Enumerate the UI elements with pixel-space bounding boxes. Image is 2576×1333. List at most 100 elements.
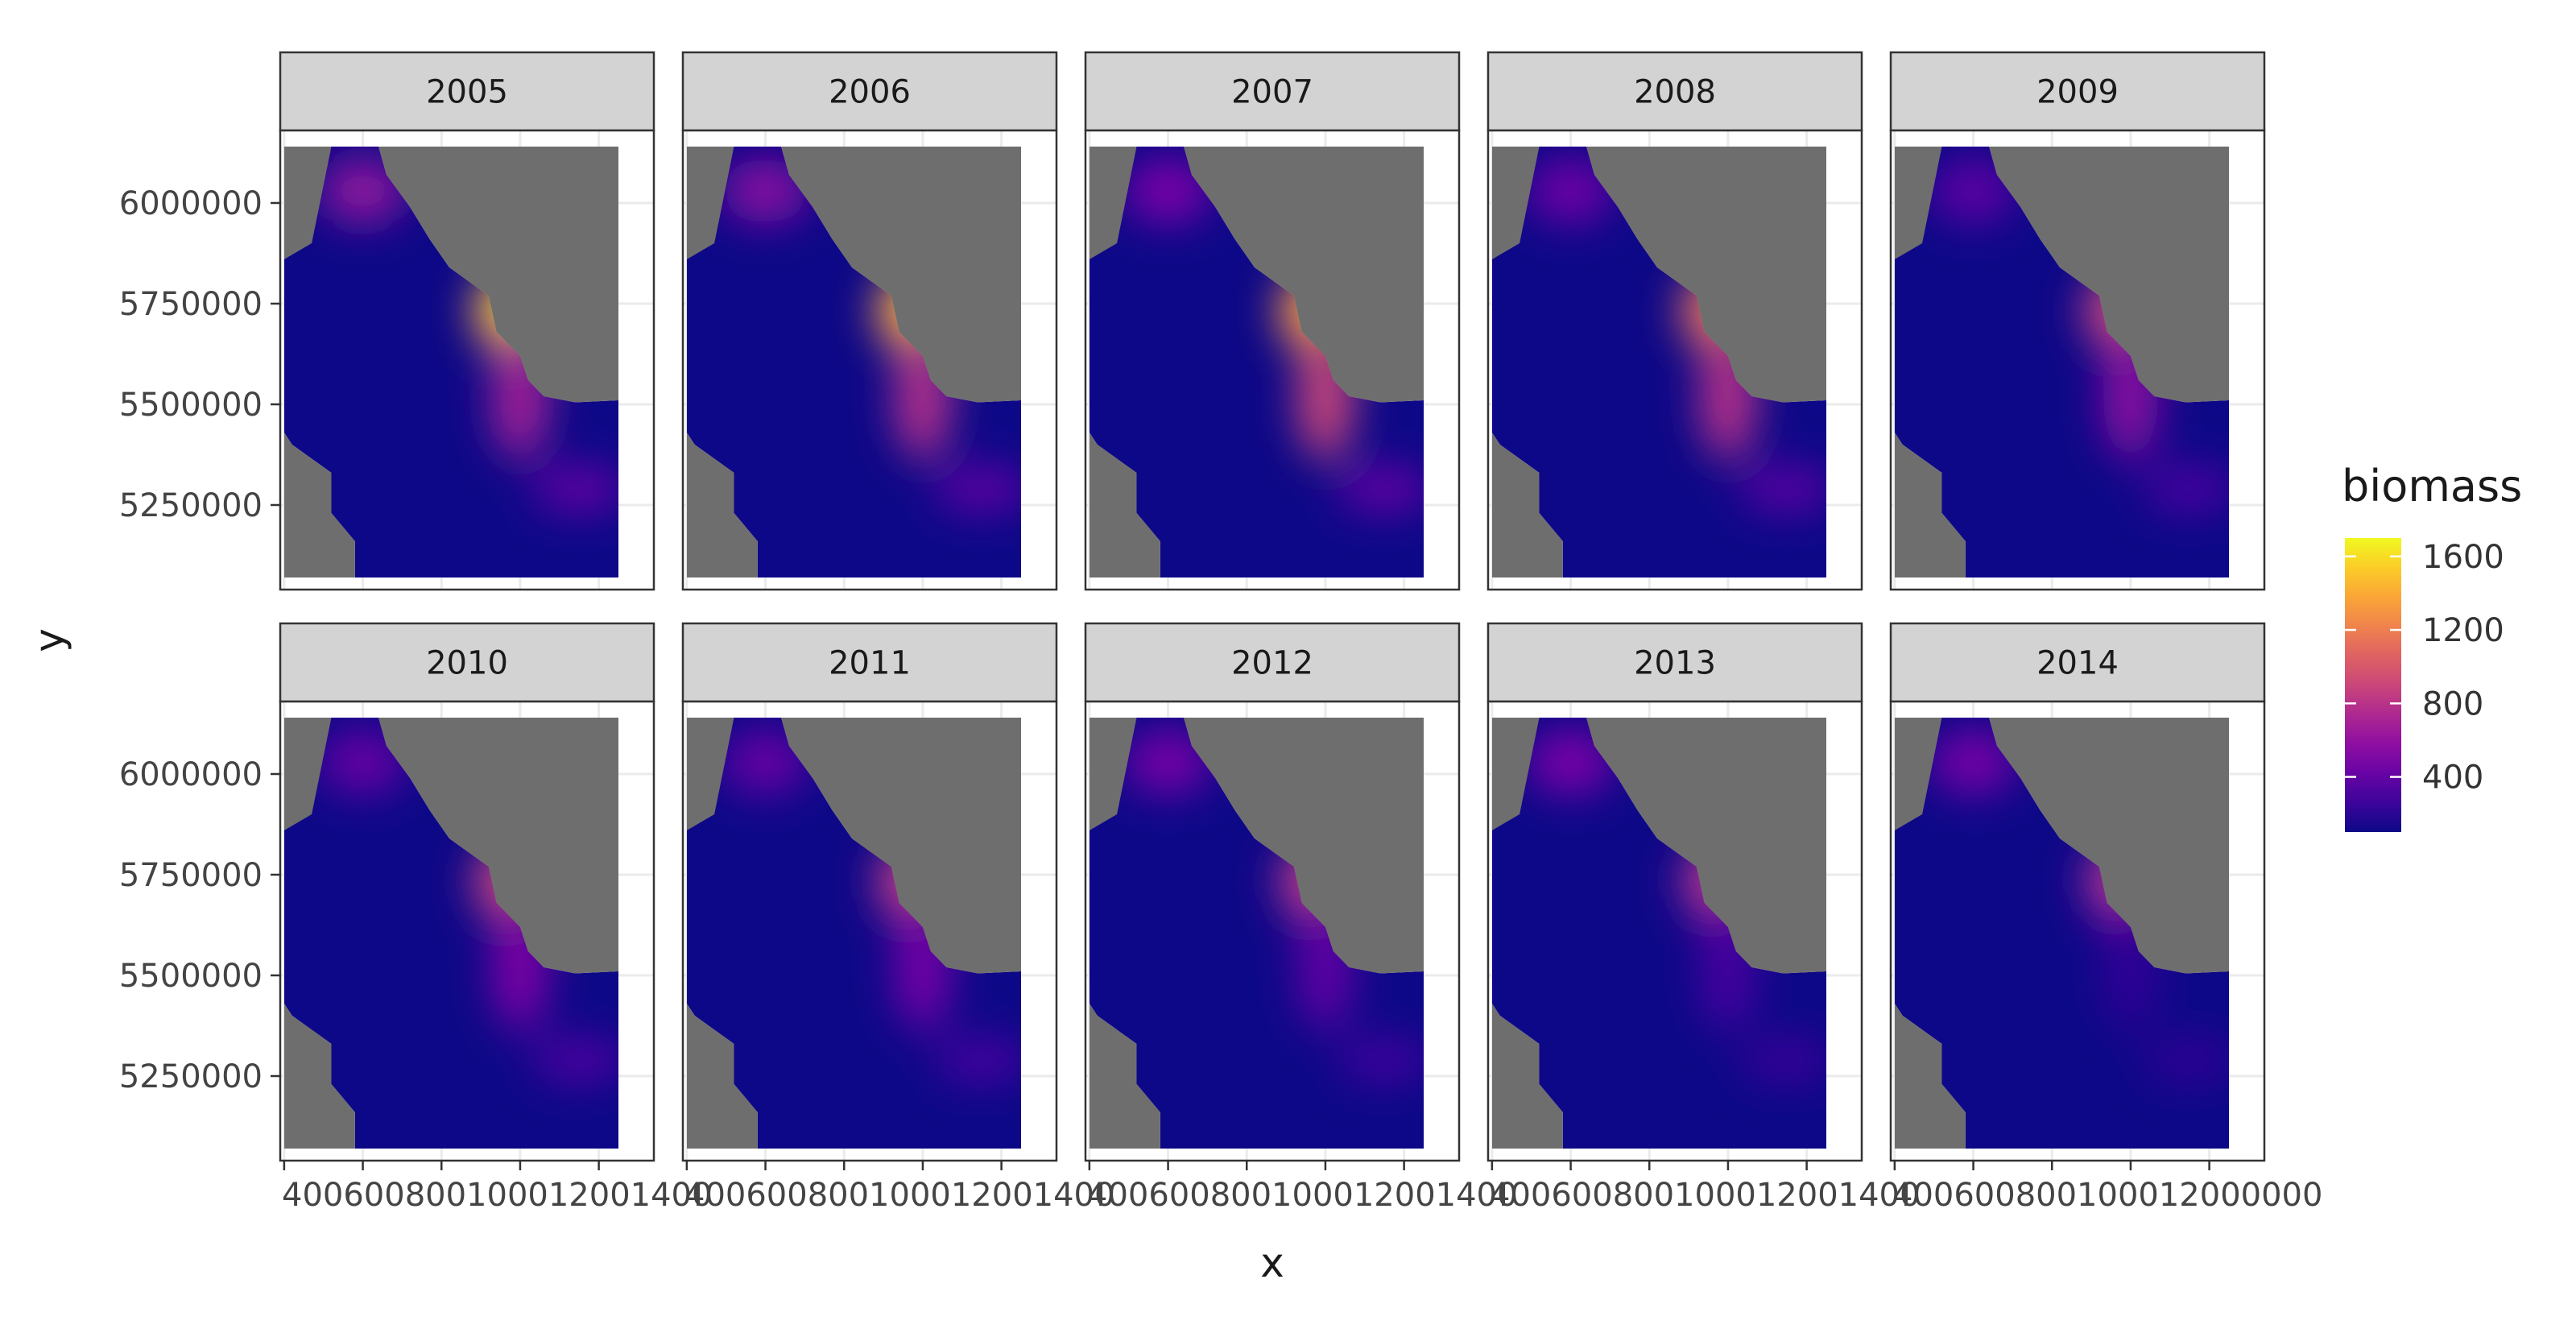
southeast-hotspot	[1739, 466, 1827, 511]
facet-strip	[1889, 51, 2266, 132]
sea-area	[686, 718, 1021, 1149]
land-mask	[378, 147, 618, 403]
land-mask	[1089, 433, 1160, 577]
southeast-hotspot	[934, 1037, 1022, 1083]
southeast-hotspot	[2142, 466, 2230, 511]
sea-area	[1089, 718, 1424, 1149]
land-mask	[283, 433, 355, 577]
panel-border	[1889, 129, 2266, 591]
legend-title: biomass	[2342, 461, 2522, 511]
x-tick-label-run: 400600800100012001400	[282, 1177, 712, 1214]
facet-panel-2014: 2014	[1889, 622, 2266, 1162]
southeast-hotspot	[1739, 1037, 1827, 1083]
facet-strip-label: 2005	[426, 74, 508, 111]
facet-strip-label: 2006	[829, 74, 911, 111]
legend-tick-label: 1600	[2422, 539, 2504, 576]
north-hotspot	[1929, 159, 2017, 223]
facet-strip	[279, 51, 655, 132]
y-tick-label: 5750000	[119, 286, 263, 323]
facet-strip-label: 2012	[1231, 645, 1313, 682]
land-mask	[686, 1004, 758, 1149]
facet-strip-label: 2013	[1634, 645, 1716, 682]
facet-panel-2011: 2011	[681, 622, 1058, 1162]
facet-strip	[681, 622, 1058, 703]
legend-tick-label: 800	[2422, 685, 2483, 722]
legend-tick-label: 400	[2422, 760, 2483, 797]
land-mask	[1586, 147, 1826, 403]
x-axis: 4006008001000120014004006008001000120014…	[282, 1161, 2322, 1214]
facet-panel-2008: 2008	[1486, 51, 1863, 591]
facet-panel-2010: 2010	[279, 622, 655, 1162]
land-mask	[1586, 718, 1826, 974]
land-mask	[1894, 147, 1942, 259]
facet-strip-label: 2008	[1634, 74, 1716, 111]
southeast-hotspot	[2142, 1037, 2230, 1083]
legend-tick-label: 1200	[2422, 612, 2504, 649]
facet-strip-label: 2007	[1231, 74, 1313, 111]
sea-area	[1089, 147, 1424, 577]
land-mask	[1089, 718, 1137, 830]
x-axis-title: x	[1260, 1240, 1284, 1286]
southeast-hotspot	[531, 1037, 619, 1083]
y-tick-label: 5750000	[119, 857, 263, 894]
panel-border	[279, 700, 655, 1162]
north-hotspot	[1527, 730, 1615, 794]
y-tick-label: 5500000	[119, 387, 263, 424]
land-mask	[378, 718, 618, 974]
north-hotspot	[1124, 730, 1212, 794]
southeast-hotspot	[531, 466, 619, 511]
y-axis: 5250000 5500000 5750000 6000000 5250000 55000…	[119, 185, 280, 1095]
southeast-hotspot	[934, 466, 1022, 511]
facet-strip-label: 2009	[2036, 74, 2119, 111]
sea-area	[283, 718, 618, 1149]
sea-area	[1491, 718, 1826, 1149]
biomass-field	[283, 718, 619, 1149]
north-hotspot	[722, 730, 809, 794]
facet-strip-label: 2011	[829, 645, 911, 682]
facet-panel-2006: 2006	[681, 51, 1058, 591]
biomass-field	[686, 718, 1022, 1149]
y-axis-title: y	[26, 628, 72, 652]
sea-area	[283, 147, 618, 577]
sea-area	[1491, 147, 1826, 577]
land-mask	[1491, 718, 1540, 830]
land-mask	[1491, 147, 1540, 259]
facet-panel-2012: 2012	[1084, 622, 1461, 1162]
panel-border	[279, 129, 655, 591]
biomass-field	[1491, 147, 1827, 577]
southeast-hotspot	[1337, 466, 1424, 511]
facet-strip	[1486, 622, 1863, 703]
biomass-field	[686, 147, 1022, 577]
sea-area	[1894, 718, 2229, 1149]
land-mask	[283, 718, 332, 830]
land-mask	[1491, 1004, 1563, 1149]
north-hotspot	[319, 159, 407, 223]
land-mask	[1184, 147, 1424, 403]
land-mask	[686, 147, 734, 259]
facet-panel-2013: 2013	[1486, 622, 1863, 1162]
biomass-field	[283, 147, 619, 577]
x-tick-label-run: 400600800100012001400	[684, 1177, 1114, 1214]
biomass-field	[1894, 718, 2230, 1149]
panel-border	[681, 700, 1058, 1162]
north-hotspot	[722, 159, 809, 223]
legend: biomass 400 800 1200 1600	[2342, 461, 2522, 832]
north-hotspot	[319, 730, 407, 794]
x-tick-label-run: 400600800100012001400	[1490, 1177, 1920, 1214]
sea-area	[1894, 147, 2229, 577]
biomass-field	[1491, 718, 1827, 1149]
land-mask	[1894, 1004, 1966, 1149]
land-mask	[1491, 433, 1563, 577]
land-mask	[686, 718, 734, 830]
y-tick-label: 5500000	[119, 958, 263, 995]
land-mask	[1089, 1004, 1160, 1149]
biomass-field	[1089, 718, 1424, 1149]
north-hotspot	[1124, 159, 1212, 223]
facet-panel-2007: 2007	[1084, 51, 1461, 591]
sea-area	[686, 147, 1021, 577]
panels-layer: 2005 2006 2007 2008 2009 2010 2011 2012 2013 2014	[279, 51, 2266, 1162]
facet-strip	[1486, 51, 1863, 132]
land-mask	[781, 718, 1021, 974]
